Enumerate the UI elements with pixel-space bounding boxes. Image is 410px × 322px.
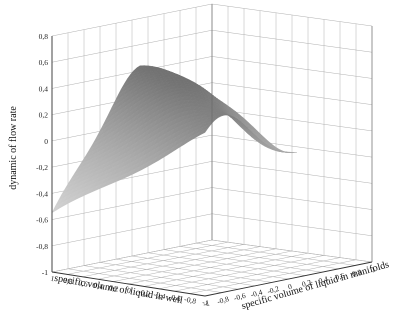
floor-grid-line: [211, 239, 373, 263]
y-tick-label: -0,6: [233, 291, 247, 303]
y-axis-label: specific volume of liquid in manifolds: [240, 259, 390, 312]
wall-grid-line: [211, 187, 373, 210]
z-tick-label: 0,8: [39, 32, 49, 41]
z-tick-label: -0,6: [36, 216, 48, 225]
y-tick-label: -1: [202, 298, 211, 308]
y-tick-label: 0,6: [334, 271, 346, 282]
floor-grid-line: [174, 257, 341, 292]
y-tick-label: 0,4: [317, 274, 329, 285]
y-tick-label: 0: [287, 282, 293, 292]
x-tick-label: -0,8: [183, 295, 197, 306]
y-tick-label: -0,4: [249, 287, 263, 299]
wall-grid-line: [211, 213, 373, 237]
wall-grid-line: [51, 213, 213, 247]
z-tick-label: 0,6: [39, 58, 49, 67]
z-tick-label: 0,4: [39, 84, 49, 93]
chart-axes: [51, 4, 373, 297]
floor-grid-line: [179, 246, 339, 270]
y-axis-line: [204, 261, 373, 297]
floor-grid-line: [163, 249, 322, 273]
y-axis-ticks: -1 -0,8 -0,6 -0,4 -0,2 0 0,2 0,4 0,6 0,8 1: [202, 265, 377, 309]
z-axis-label: dynamic of flow rate: [8, 106, 19, 190]
surface-patch: [200, 127, 209, 136]
wall-grid-line: [211, 29, 373, 53]
x-tick-label: 0,6: [78, 278, 89, 289]
x-tick-label: 0,2: [108, 283, 119, 294]
wall-grid-line: [211, 134, 373, 158]
floor-grid-line: [195, 242, 356, 266]
y-tick-label: -0,8: [216, 294, 230, 306]
x-axis-line: [51, 271, 206, 297]
wall-grid-line: [211, 56, 373, 79]
wall-grid-line: [211, 161, 373, 184]
x-tick-label: 1: [50, 274, 56, 284]
x-tick-label: -0,2: [138, 287, 152, 298]
z-tick-label: 0,2: [39, 111, 49, 120]
x-tick-label: 0,8: [62, 276, 73, 287]
floor-grid-line: [189, 259, 357, 294]
wall-grid-line: [51, 3, 213, 37]
wall-grid-line: [211, 108, 373, 132]
floor-grid-line: [143, 252, 309, 287]
floor-grid-line: [159, 255, 325, 290]
wall-grid-line: [211, 82, 373, 105]
wall-grid-line: [211, 3, 373, 27]
x-tick-label: 0: [126, 286, 132, 296]
x-tick-label: -1: [202, 298, 210, 308]
z-tick-label: 0: [44, 137, 48, 146]
wall-grid-line: [51, 187, 213, 220]
z-axis-ticks: -1 -0,8 -0,6 -0,4 -0,2 0 0,2 0,4 0,6 0,8: [36, 32, 48, 277]
z-tick-label: -0,4: [36, 189, 48, 198]
y-tick-label: 1: [370, 265, 376, 275]
surface-plot: [51, 65, 297, 214]
z-tick-label: -1: [42, 268, 48, 277]
z-tick-label: -0,2: [36, 163, 48, 172]
wall-grid-line: [51, 29, 213, 63]
z-tick-label: -0,8: [36, 242, 48, 251]
x-tick-label: -0,6: [168, 292, 182, 303]
y-tick-label: 0,2: [301, 278, 313, 289]
x-tick-label: -0,4: [153, 290, 167, 301]
x-axis-ticks: 1 0,8 0,6 0,4 0,2 0 -0,2 -0,4 -0,6 -0,8 -1: [50, 274, 210, 308]
y-tick-label: 0,8: [351, 267, 363, 278]
y-tick-label: -0,2: [266, 284, 280, 296]
x-tick-label: 0,4: [93, 280, 104, 291]
floor-grid-line: [147, 252, 306, 276]
floor-grid-line: [131, 255, 289, 280]
